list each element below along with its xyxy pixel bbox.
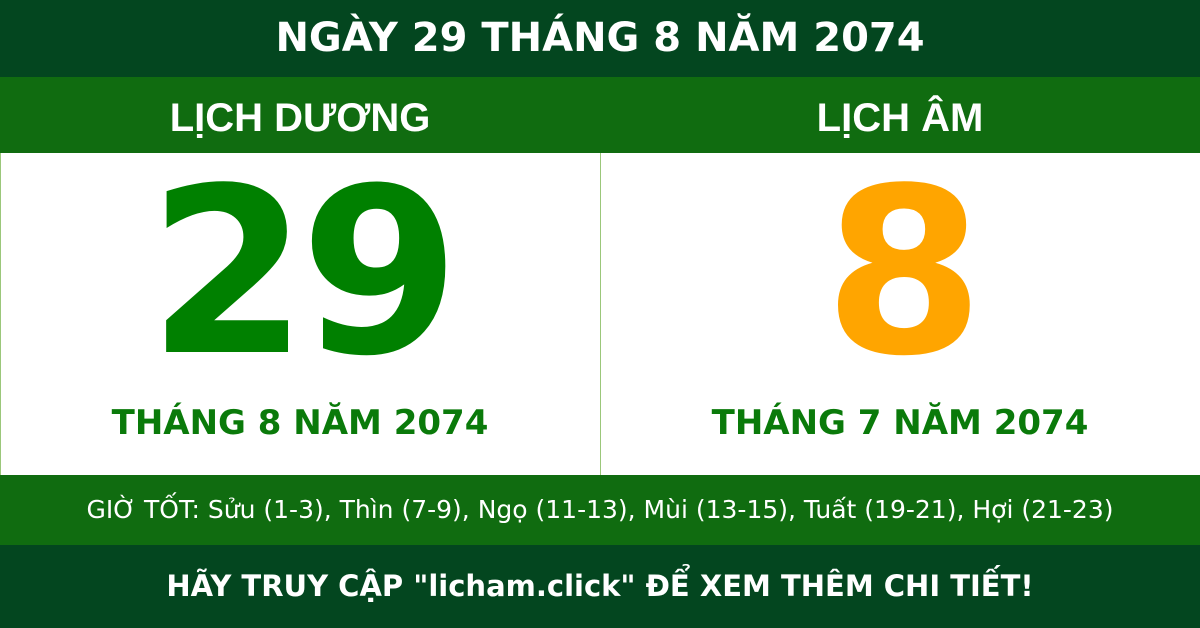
- lunar-label: LỊCH ÂM: [816, 96, 984, 140]
- lunar-month-year: THÁNG 7 NĂM 2074: [711, 403, 1089, 443]
- lunar-day: 8: [823, 140, 984, 407]
- left-border: [0, 153, 1, 475]
- page-title: NGÀY 29 THÁNG 8 NĂM 2074: [0, 0, 1200, 77]
- column-divider: [600, 153, 601, 475]
- solar-day: 29: [147, 140, 460, 407]
- solar-month-year: THÁNG 8 NĂM 2074: [111, 403, 489, 443]
- calendar-body: 29 THÁNG 8 NĂM 2074 8 THÁNG 7 NĂM 2074: [0, 153, 1200, 475]
- good-hours: GIỜ TỐT: Sửu (1-3), Thìn (7-9), Ngọ (11-…: [0, 475, 1200, 545]
- calendar-header: LỊCH DƯƠNG LỊCH ÂM: [0, 77, 1200, 153]
- solar-label: LỊCH DƯƠNG: [169, 96, 431, 140]
- footer-cta: HÃY TRUY CẬP "licham.click" ĐỂ XEM THÊM …: [0, 545, 1200, 628]
